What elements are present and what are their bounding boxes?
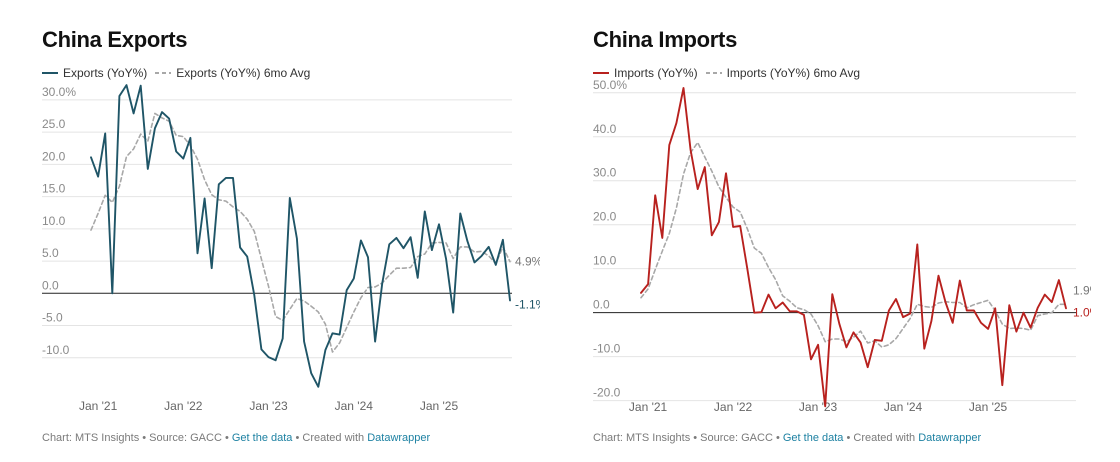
exports-chart-panel: China Exports Exports (YoY%) Exports (Yo… (0, 0, 540, 462)
y-tick-label: 20.0 (593, 210, 617, 224)
legend-item-series: Imports (YoY%) (593, 66, 698, 80)
x-tick-label: Jan '21 (79, 399, 118, 413)
y-tick-label: 10.0 (42, 214, 66, 228)
end-label-avg: 1.9% (1073, 283, 1091, 297)
y-tick-label: 30.0 (593, 166, 617, 180)
y-tick-label: -10.0 (42, 343, 70, 357)
footer-created: • Created with (292, 432, 368, 444)
get-data-link[interactable]: Get the data (231, 432, 293, 444)
chart-footer: Chart: MTS Insights • Source: GACC • Get… (42, 432, 430, 444)
legend-line-icon (593, 72, 609, 74)
y-tick-label: -20.0 (593, 386, 621, 400)
legend-label-series: Imports (YoY%) (614, 66, 698, 80)
y-tick-label: 10.0 (593, 254, 617, 268)
chart-title: China Exports (42, 27, 188, 52)
main-series-line (90, 84, 511, 388)
end-label-series: 1.0% (1073, 305, 1091, 319)
y-tick-label: 30.0% (42, 85, 76, 99)
legend-label-avg: Exports (YoY%) 6mo Avg (176, 66, 311, 80)
footer-source: Chart: MTS Insights • Source: GACC • (42, 432, 232, 444)
end-label-avg: 4.9% (515, 255, 540, 269)
x-tick-label: Jan '21 (629, 400, 668, 414)
main-series-line (640, 87, 1067, 408)
x-tick-label: Jan '24 (884, 400, 923, 414)
footer-created: • Created with (843, 432, 919, 444)
legend: Exports (YoY%) Exports (YoY%) 6mo Avg (42, 66, 318, 80)
y-tick-label: 50.0% (593, 78, 627, 92)
end-label-series: -1.1% (515, 297, 540, 311)
imports-chart-svg: 50.0% 40.0 30.0 20.0 10.0 0.0 -10.0 -20.0 Jan '2… (593, 78, 1091, 414)
legend-label-series: Exports (YoY%) (63, 66, 148, 80)
legend-item-avg: Imports (YoY%) 6mo Avg (705, 66, 860, 80)
datawrapper-link[interactable]: Datawrapper (367, 432, 431, 444)
footer-source: Chart: MTS Insights • Source: GACC • (593, 432, 783, 444)
legend-dashed-line-icon (155, 72, 172, 74)
legend-item-avg: Exports (YoY%) 6mo Avg (155, 66, 310, 80)
get-data-link[interactable]: Get the data (782, 432, 844, 444)
y-tick-label: 25.0 (42, 117, 66, 131)
y-tick-label: 0.0 (42, 278, 59, 292)
chart-footer: Chart: MTS Insights • Source: GACC • Get… (593, 432, 981, 444)
legend-line-icon (42, 72, 58, 74)
x-tick-label: Jan '24 (335, 399, 374, 413)
legend-item-series: Exports (YoY%) (42, 66, 147, 80)
y-tick-label: 15.0 (42, 182, 66, 196)
x-tick-label: Jan '23 (799, 400, 838, 414)
legend-dashed-line-icon (705, 72, 722, 74)
y-tick-label: 40.0 (593, 122, 617, 136)
x-tick-label: Jan '22 (714, 400, 753, 414)
avg-series-line (90, 112, 511, 353)
legend: Imports (YoY%) Imports (YoY%) 6mo Avg (593, 66, 868, 80)
imports-chart-panel: China Imports Imports (YoY%) Imports (Yo… (551, 0, 1091, 462)
y-tick-label: 20.0 (42, 149, 66, 163)
x-tick-label: Jan '25 (420, 399, 459, 413)
y-tick-label: 0.0 (593, 298, 610, 312)
exports-chart-svg: 30.0% 25.0 20.0 15.0 10.0 5.0 0.0 -5.0 -10.0 Jan … (42, 84, 540, 413)
legend-label-avg: Imports (YoY%) 6mo Avg (726, 66, 860, 80)
x-tick-label: Jan '22 (164, 399, 203, 413)
x-tick-label: Jan '23 (249, 399, 288, 413)
datawrapper-link[interactable]: Datawrapper (918, 432, 982, 444)
y-tick-label: -5.0 (42, 311, 63, 325)
x-tick-label: Jan '25 (969, 400, 1008, 414)
y-tick-label: 5.0 (42, 246, 59, 260)
chart-title: China Imports (593, 27, 737, 52)
y-tick-label: -10.0 (593, 342, 621, 356)
